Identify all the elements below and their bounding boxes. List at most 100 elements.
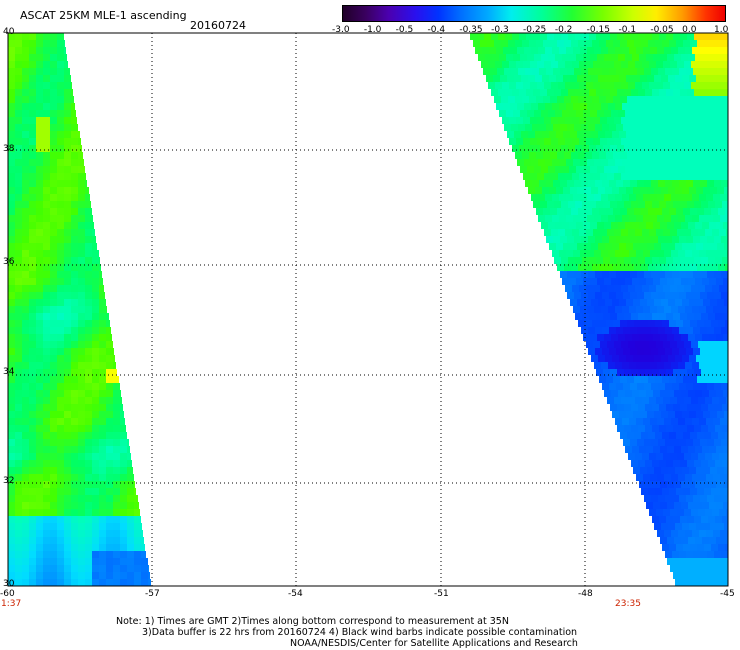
- wind-cell: [106, 362, 113, 369]
- wind-cell: [576, 222, 583, 229]
- wind-cell: [600, 173, 607, 180]
- wind-cell: [638, 89, 645, 96]
- wind-cell: [644, 495, 651, 502]
- wind-cell: [57, 516, 64, 523]
- wind-cell: [470, 33, 477, 40]
- wind-cell: [120, 432, 127, 439]
- wind-cell: [644, 236, 651, 243]
- wind-cell: [716, 537, 723, 544]
- wind-cell: [43, 285, 50, 292]
- wind-cell: [106, 320, 110, 327]
- wind-cell: [722, 89, 728, 96]
- wind-cell: [29, 187, 36, 194]
- wind-cell: [120, 502, 127, 509]
- wind-cell: [556, 131, 563, 138]
- wind-cell: [99, 355, 106, 362]
- wind-cell: [619, 187, 626, 194]
- wind-cell: [22, 523, 29, 530]
- wind-cell: [29, 474, 36, 481]
- wind-cell: [725, 152, 728, 159]
- wind-cell: [716, 222, 723, 229]
- wind-cell: [694, 257, 701, 264]
- wind-cell: [596, 369, 603, 376]
- wind-cell: [604, 166, 611, 173]
- wind-cell: [36, 292, 43, 299]
- wind-cell: [78, 292, 85, 299]
- wind-cell: [643, 418, 650, 425]
- wind-cell: [634, 264, 641, 271]
- wind-cell: [721, 551, 728, 558]
- lat-label-30: 30: [3, 579, 15, 589]
- wind-cell: [552, 215, 559, 222]
- wind-cell: [685, 103, 692, 110]
- wind-cell: [625, 222, 632, 229]
- wind-cell: [521, 131, 528, 138]
- wind-cell: [29, 68, 36, 75]
- wind-cell: [513, 110, 520, 117]
- wind-cell: [674, 537, 681, 544]
- wind-cell: [536, 40, 543, 47]
- wind-cell: [490, 68, 497, 75]
- wind-cell: [15, 341, 22, 348]
- wind-cell: [644, 292, 651, 299]
- wind-cell: [57, 446, 64, 453]
- wind-cell: [29, 292, 36, 299]
- wind-cell: [702, 110, 709, 117]
- wind-cell: [716, 54, 723, 61]
- wind-cell: [36, 187, 43, 194]
- wind-cell: [71, 166, 78, 173]
- wind-cell: [22, 530, 29, 537]
- wind-cell: [643, 103, 650, 110]
- wind-cell: [688, 502, 695, 509]
- wind-cell: [558, 117, 565, 124]
- wind-cell: [678, 306, 685, 313]
- wind-cell: [15, 292, 22, 299]
- wind-cell: [706, 215, 713, 222]
- wind-cell: [619, 411, 626, 418]
- wind-cell: [36, 530, 43, 537]
- wind-cell: [667, 110, 674, 117]
- wind-cell: [719, 138, 726, 145]
- wind-cell: [719, 82, 726, 89]
- wind-cell: [43, 292, 50, 299]
- wind-cell: [71, 180, 78, 187]
- wind-cell: [547, 89, 554, 96]
- wind-cell: [628, 341, 635, 348]
- wind-cell: [113, 502, 120, 509]
- wind-cell: [687, 313, 694, 320]
- wind-cell: [704, 544, 711, 551]
- wind-cell: [711, 264, 718, 271]
- wind-cell: [8, 264, 15, 271]
- wind-cell: [649, 173, 656, 180]
- wind-cell: [612, 355, 619, 362]
- wind-cell: [106, 348, 113, 355]
- wind-cell: [685, 159, 692, 166]
- wind-cell: [697, 488, 704, 495]
- wind-cell: [673, 201, 680, 208]
- wind-cell: [673, 313, 680, 320]
- wind-cell: [106, 439, 113, 446]
- wind-cell: [706, 418, 713, 425]
- wind-cell: [658, 68, 665, 75]
- wind-cell: [50, 54, 57, 61]
- wind-cell: [639, 54, 646, 61]
- wind-cell: [78, 439, 85, 446]
- wind-cell: [85, 187, 89, 194]
- wind-cell: [559, 47, 566, 54]
- wind-cell: [71, 131, 78, 138]
- wind-cell: [8, 215, 15, 222]
- wind-cell: [496, 47, 503, 54]
- wind-cell: [15, 362, 22, 369]
- wind-cell: [8, 54, 15, 61]
- wind-cell: [616, 348, 623, 355]
- wind-cell: [698, 61, 705, 68]
- wind-cell: [683, 432, 690, 439]
- wind-cell: [99, 523, 106, 530]
- product-title: ASCAT 25KM MLE-1 ascending: [20, 9, 187, 22]
- wind-cell: [50, 292, 57, 299]
- wind-cell: [113, 425, 120, 432]
- wind-cell: [653, 278, 660, 285]
- wind-cell: [721, 439, 728, 446]
- wind-cell: [655, 264, 662, 271]
- wind-cell: [15, 145, 22, 152]
